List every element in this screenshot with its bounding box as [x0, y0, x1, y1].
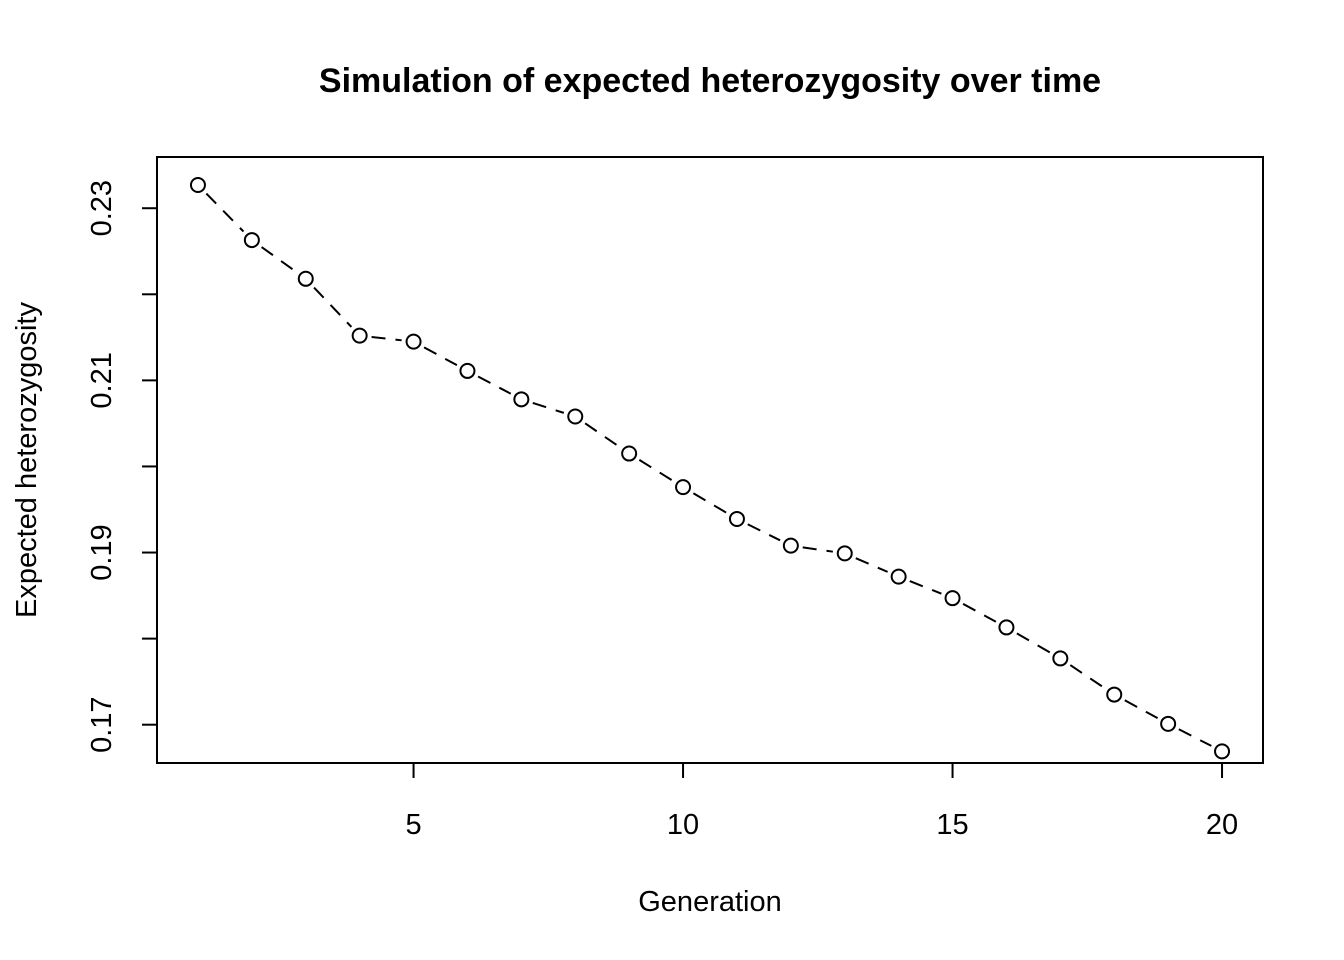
data-point: [998, 619, 1015, 636]
data-point: [782, 537, 799, 554]
y-tick-label: 0.17: [86, 696, 118, 752]
data-point: [621, 445, 638, 462]
data-point: [513, 391, 530, 408]
series-line-segment: [371, 335, 402, 342]
data-point: [675, 479, 692, 496]
data-point: [1052, 650, 1069, 667]
series-line-segment: [802, 546, 834, 553]
series-line-segment: [261, 246, 297, 273]
y-tick-label: 0.19: [86, 524, 118, 580]
y-axis-label: Expected heterozygosity: [11, 302, 43, 618]
series-line-segment: [1124, 699, 1159, 719]
series-points-layer: [189, 176, 1231, 760]
data-point: [890, 568, 907, 585]
data-point: [243, 232, 260, 249]
data-point: [189, 176, 206, 193]
series-line-segment: [477, 375, 512, 395]
series-line-segment: [1178, 728, 1212, 747]
y-tick-label: 0.23: [86, 180, 118, 236]
series-line-segment: [909, 580, 942, 595]
x-axis: 5 10 15 20: [405, 763, 1238, 841]
series-line-segment: [962, 603, 997, 623]
x-tick-label: 20: [1206, 809, 1238, 841]
y-axis: 0.17 0.19 0.21 0.23: [86, 180, 157, 753]
series-line-segment: [855, 557, 889, 573]
x-tick-label: 10: [667, 809, 699, 841]
data-point: [944, 590, 961, 607]
series-line-segment: [638, 459, 674, 482]
data-point: [836, 545, 853, 562]
series-line-segment: [313, 286, 353, 328]
data-point: [297, 270, 314, 287]
series-line-segment: [1016, 632, 1051, 654]
series-line-segment: [692, 492, 728, 514]
data-point: [567, 408, 584, 425]
x-tick-label: 5: [405, 809, 421, 841]
y-tick-label: 0.21: [86, 352, 118, 408]
series-line-segment: [423, 346, 458, 367]
series-line-layer: [205, 192, 1212, 747]
chart-title: Simulation of expected heterozygosity ov…: [319, 62, 1101, 100]
data-point: [405, 333, 422, 350]
data-point: [459, 362, 476, 379]
data-point: [351, 327, 368, 344]
data-point: [1214, 743, 1231, 760]
series-line-segment: [205, 192, 245, 233]
data-point: [1160, 715, 1177, 732]
series-line-segment: [747, 523, 781, 542]
x-axis-label: Generation: [638, 886, 782, 918]
data-point: [728, 510, 745, 527]
series-line-segment: [584, 422, 620, 448]
data-point: [1106, 686, 1123, 703]
x-tick-label: 15: [936, 809, 968, 841]
plot-frame: [156, 156, 1264, 764]
series-line-segment: [532, 402, 565, 414]
series-line-segment: [1069, 664, 1105, 689]
